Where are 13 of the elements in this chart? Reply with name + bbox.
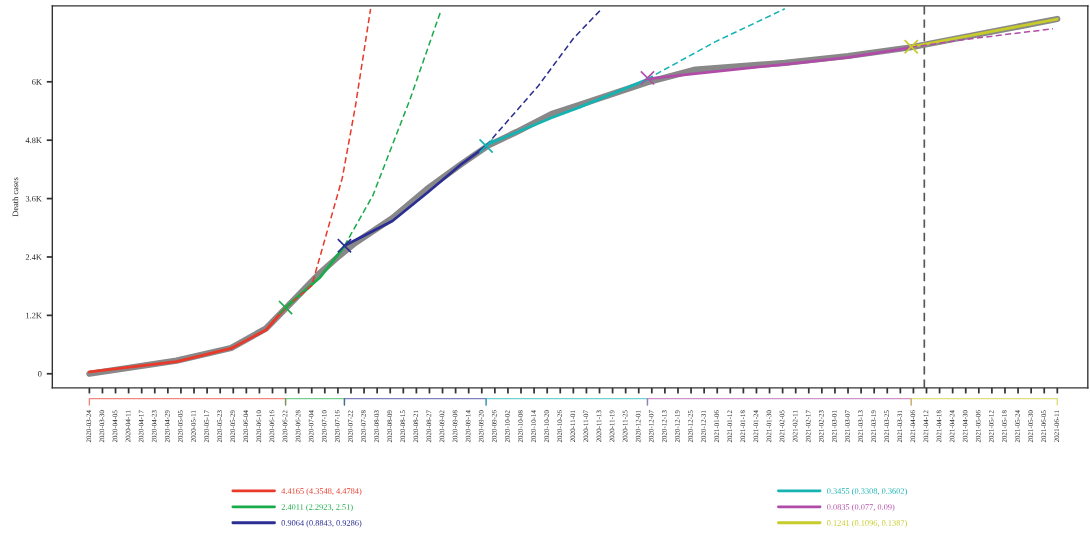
y-tick-label: 3.6K xyxy=(25,195,42,202)
y-tick-label: 2.4K xyxy=(25,254,42,260)
text: 0.9064 (0.8843, 0.9286) xyxy=(281,519,362,528)
text: 0.3455 (0.3308, 0.3602) xyxy=(827,488,907,496)
text: 0.0835 (0.077, 0.09) xyxy=(827,503,895,512)
y-tick-label: 4.8K xyxy=(25,137,42,144)
text: 4.4165 (4.3548, 4.4784) xyxy=(281,488,362,496)
y-tick-label: 1.2K xyxy=(26,312,42,319)
y-tick-label: 0 xyxy=(38,371,42,377)
text: 0.1241 (0.1096, 0.1387) xyxy=(827,519,907,528)
text: 2.4011 (2.2923, 2.51) xyxy=(281,503,353,512)
y-tick-label: 6K xyxy=(32,79,42,85)
y-axis-title: Death cases xyxy=(12,177,19,217)
